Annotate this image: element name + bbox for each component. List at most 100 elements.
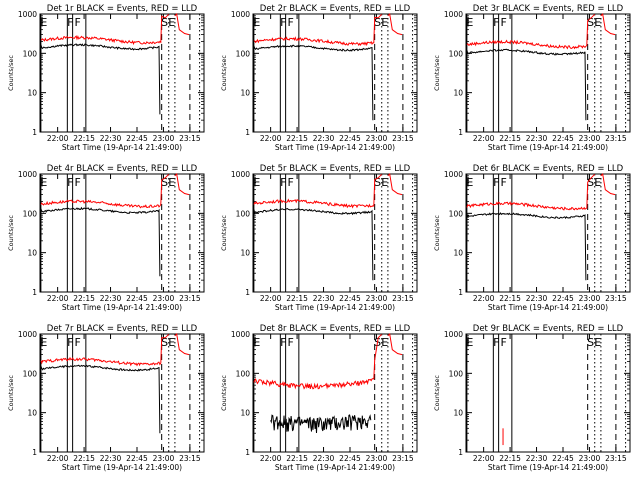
y-tick-label: 100 [449,49,464,58]
y-tick-label: 10 [27,249,37,258]
events-series-line [40,206,161,277]
marker-label-f: F [74,176,80,189]
y-axis-label: Counts/sec [7,375,15,411]
marker-label-f: F [287,336,293,349]
plot-frame [39,13,205,133]
marker-label-f: F [74,16,80,29]
marker-label-s: S [374,16,381,29]
x-tick-label: 23:00 [153,134,175,143]
marker-label-e2: E [168,176,175,189]
x-tick-label: 23:15 [605,294,627,303]
y-tick-label: 10 [240,249,250,258]
lld-series-line [466,173,596,211]
x-tick-label: 22:45 [126,134,148,143]
marker-label-e2: E [594,336,601,349]
x-tick-label: 23:00 [153,294,175,303]
x-tick-label: 22:15 [499,454,521,463]
x-tick-label: 23:15 [392,294,414,303]
marker-label-e: E [40,16,47,29]
marker-label-e2: E [381,16,388,29]
plot-frame [465,333,631,453]
y-axis-label: Counts/sec [433,55,441,91]
panel-7: Det 7r BLACK = Events, RED = LLD 1 10 100 10… [7,324,205,472]
x-axis-label: Start Time (19-Apr-14 21:49:00) [488,303,608,312]
panel-title: Det 3r BLACK = Events, RED = LLD [473,4,624,14]
panel-title: Det 7r BLACK = Events, RED = LLD [47,324,198,334]
x-tick-label: 23:00 [579,294,601,303]
events-series-line [253,208,374,281]
marker-label-f: F [500,176,506,189]
marker-label-e: E [40,176,47,189]
marker-label-s: S [161,336,168,349]
x-axis-label: Start Time (19-Apr-14 21:49:00) [275,303,395,312]
x-tick-label: 22:30 [313,294,335,303]
y-tick-label: 1 [458,128,463,137]
panel-8: Det 8r BLACK = Events, RED = LLD 1 10 100 10… [220,324,418,472]
events-series-line [40,43,161,115]
events-series-line [253,44,374,121]
marker-label-f: F [500,16,506,29]
marker-label-e: E [253,16,260,29]
x-tick-label: 22:00 [473,294,495,303]
y-tick-label: 100 [236,369,251,378]
y-tick-label: 100 [236,49,251,58]
marker-label-f: F [280,16,286,29]
marker-label-f: F [280,336,286,349]
x-tick-label: 22:00 [473,134,495,143]
y-axis-label: Counts/sec [433,375,441,411]
x-tick-label: 22:00 [260,454,282,463]
panel-title: Det 1r BLACK = Events, RED = LLD [47,4,198,14]
marker-label-s: S [161,16,168,29]
marker-label-e: E [466,176,473,189]
y-tick-label: 10 [453,249,463,258]
x-tick-label: 22:00 [260,294,282,303]
y-tick-label: 100 [236,209,251,218]
panel-title: Det 2r BLACK = Events, RED = LLD [260,4,411,14]
y-tick-label: 100 [23,209,38,218]
x-axis-label: Start Time (19-Apr-14 21:49:00) [62,303,182,312]
y-tick-label: 1000 [231,10,250,19]
marker-label-f: F [67,336,73,349]
y-tick-label: 1 [32,128,37,137]
y-tick-label: 10 [27,409,37,418]
x-tick-label: 23:00 [366,454,388,463]
y-tick-label: 1 [245,128,250,137]
y-axis-label: Counts/sec [7,55,15,91]
panel-2: Det 2r BLACK = Events, RED = LLD 1 10 100 10… [220,4,418,152]
x-tick-label: 22:30 [313,454,335,463]
y-tick-label: 1 [458,288,463,297]
x-tick-label: 22:45 [339,454,361,463]
lld-series-tail [600,12,616,36]
x-tick-label: 22:00 [260,134,282,143]
x-axis-label: Start Time (19-Apr-14 21:49:00) [488,463,608,472]
marker-label-s: S [587,16,594,29]
marker-label-f: F [67,176,73,189]
panel-5: Det 5r BLACK = Events, RED = LLD 1 10 100 10… [220,164,418,312]
marker-label-e2: E [594,176,601,189]
lld-series-tail [387,172,403,196]
y-tick-label: 10 [453,409,463,418]
events-series-line [270,414,372,434]
y-tick-label: 10 [453,89,463,98]
x-tick-label: 23:00 [579,134,601,143]
x-tick-label: 22:30 [100,294,122,303]
x-tick-label: 22:15 [286,294,308,303]
x-tick-label: 22:45 [552,454,574,463]
marker-label-e2: E [381,176,388,189]
panel-title: Det 6r BLACK = Events, RED = LLD [473,164,624,174]
y-tick-label: 100 [23,49,38,58]
x-tick-label: 23:00 [366,134,388,143]
y-tick-label: 1000 [444,10,463,19]
panel-3: Det 3r BLACK = Events, RED = LLD 1 10 100 10… [433,4,631,152]
marker-label-s: S [587,336,594,349]
x-tick-label: 22:15 [499,134,521,143]
y-axis-label: Counts/sec [220,215,228,251]
y-tick-label: 1000 [444,170,463,179]
marker-label-s: S [161,176,168,189]
lld-series-line [40,13,170,46]
x-tick-label: 22:30 [526,134,548,143]
lld-series-line [253,173,383,209]
y-tick-label: 100 [449,209,464,218]
marker-label-e: E [253,176,260,189]
